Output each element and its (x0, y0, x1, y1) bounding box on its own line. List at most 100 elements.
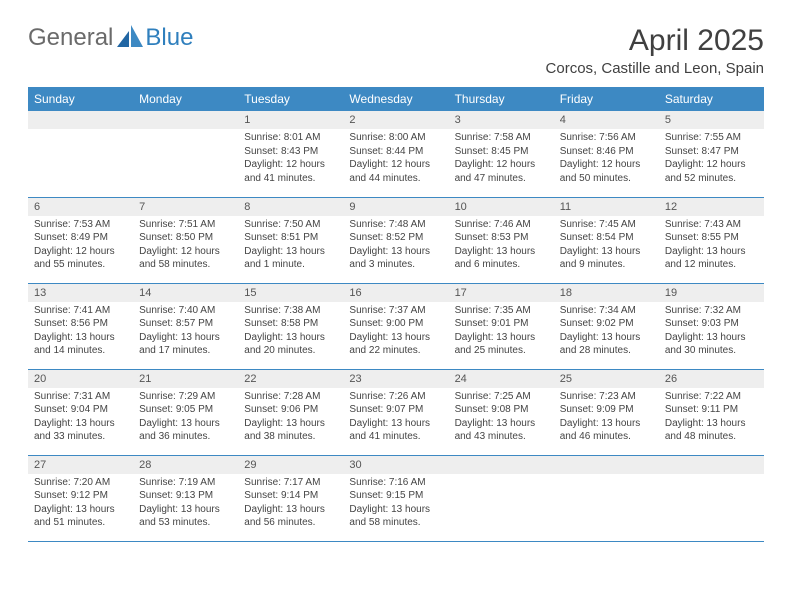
weekday-header: Thursday (449, 87, 554, 111)
calendar-cell: 15Sunrise: 7:38 AMSunset: 8:58 PMDayligh… (238, 283, 343, 369)
day-details: Sunrise: 7:51 AMSunset: 8:50 PMDaylight:… (133, 216, 238, 276)
day-number: 26 (659, 370, 764, 388)
sunrise-text: Sunrise: 8:01 AM (244, 131, 337, 145)
daylight-text: Daylight: 13 hours and 41 minutes. (349, 417, 442, 444)
daylight-text: Daylight: 13 hours and 53 minutes. (139, 503, 232, 530)
daylight-text: Daylight: 13 hours and 25 minutes. (455, 331, 548, 358)
calendar-cell: 16Sunrise: 7:37 AMSunset: 9:00 PMDayligh… (343, 283, 448, 369)
day-number: 21 (133, 370, 238, 388)
calendar-cell: 26Sunrise: 7:22 AMSunset: 9:11 PMDayligh… (659, 369, 764, 455)
sunset-text: Sunset: 8:56 PM (34, 317, 127, 331)
daylight-text: Daylight: 12 hours and 58 minutes. (139, 245, 232, 272)
day-number: 25 (554, 370, 659, 388)
day-details: Sunrise: 7:22 AMSunset: 9:11 PMDaylight:… (659, 388, 764, 448)
sunrise-text: Sunrise: 7:56 AM (560, 131, 653, 145)
daylight-text: Daylight: 12 hours and 50 minutes. (560, 158, 653, 185)
sunset-text: Sunset: 9:03 PM (665, 317, 758, 331)
sunset-text: Sunset: 9:01 PM (455, 317, 548, 331)
sunset-text: Sunset: 9:13 PM (139, 489, 232, 503)
sunset-text: Sunset: 8:49 PM (34, 231, 127, 245)
day-details: Sunrise: 7:46 AMSunset: 8:53 PMDaylight:… (449, 216, 554, 276)
sunset-text: Sunset: 8:46 PM (560, 145, 653, 159)
sunset-text: Sunset: 9:02 PM (560, 317, 653, 331)
sunrise-text: Sunrise: 7:32 AM (665, 304, 758, 318)
calendar-cell: 29Sunrise: 7:17 AMSunset: 9:14 PMDayligh… (238, 455, 343, 541)
sunrise-text: Sunrise: 7:50 AM (244, 218, 337, 232)
sunset-text: Sunset: 8:52 PM (349, 231, 442, 245)
daylight-text: Daylight: 12 hours and 55 minutes. (34, 245, 127, 272)
day-details: Sunrise: 7:31 AMSunset: 9:04 PMDaylight:… (28, 388, 133, 448)
sunset-text: Sunset: 8:54 PM (560, 231, 653, 245)
sunset-text: Sunset: 8:53 PM (455, 231, 548, 245)
daylight-text: Daylight: 13 hours and 17 minutes. (139, 331, 232, 358)
sunset-text: Sunset: 9:12 PM (34, 489, 127, 503)
calendar-table: SundayMondayTuesdayWednesdayThursdayFrid… (28, 87, 764, 542)
sunrise-text: Sunrise: 7:40 AM (139, 304, 232, 318)
calendar-cell: 18Sunrise: 7:34 AMSunset: 9:02 PMDayligh… (554, 283, 659, 369)
calendar-cell: 24Sunrise: 7:25 AMSunset: 9:08 PMDayligh… (449, 369, 554, 455)
sunset-text: Sunset: 9:09 PM (560, 403, 653, 417)
daylight-text: Daylight: 13 hours and 33 minutes. (34, 417, 127, 444)
daylight-text: Daylight: 13 hours and 56 minutes. (244, 503, 337, 530)
calendar-cell: 30Sunrise: 7:16 AMSunset: 9:15 PMDayligh… (343, 455, 448, 541)
calendar-cell: 17Sunrise: 7:35 AMSunset: 9:01 PMDayligh… (449, 283, 554, 369)
sunrise-text: Sunrise: 7:29 AM (139, 390, 232, 404)
day-number: 16 (343, 284, 448, 302)
calendar-cell: 9Sunrise: 7:48 AMSunset: 8:52 PMDaylight… (343, 197, 448, 283)
day-details: Sunrise: 7:37 AMSunset: 9:00 PMDaylight:… (343, 302, 448, 362)
day-number: 29 (238, 456, 343, 474)
sunrise-text: Sunrise: 7:43 AM (665, 218, 758, 232)
calendar-cell: 13Sunrise: 7:41 AMSunset: 8:56 PMDayligh… (28, 283, 133, 369)
calendar-cell: 12 Sunrise: 7:43 AMSunset: 8:55 PMDayligh… (659, 197, 764, 283)
day-details: Sunrise: 7:41 AMSunset: 8:56 PMDaylight:… (28, 302, 133, 362)
day-number: 12 (659, 198, 764, 216)
day-details: Sunrise: 7:32 AMSunset: 9:03 PMDaylight:… (659, 302, 764, 362)
day-number: 22 (238, 370, 343, 388)
day-number (554, 456, 659, 474)
sunset-text: Sunset: 9:15 PM (349, 489, 442, 503)
day-number (28, 111, 133, 129)
daylight-text: Daylight: 13 hours and 12 minutes. (665, 245, 758, 272)
daylight-text: Daylight: 13 hours and 51 minutes. (34, 503, 127, 530)
sunrise-text: Sunrise: 7:58 AM (455, 131, 548, 145)
day-number: 23 (343, 370, 448, 388)
daylight-text: Daylight: 13 hours and 48 minutes. (665, 417, 758, 444)
daylight-text: Daylight: 13 hours and 1 minute. (244, 245, 337, 272)
day-number: 3 (449, 111, 554, 129)
daylight-text: Daylight: 13 hours and 46 minutes. (560, 417, 653, 444)
day-details: Sunrise: 7:23 AMSunset: 9:09 PMDaylight:… (554, 388, 659, 448)
day-number: 9 (343, 198, 448, 216)
calendar-cell (133, 111, 238, 197)
day-details: Sunrise: 7:29 AMSunset: 9:05 PMDaylight:… (133, 388, 238, 448)
sunrise-text: Sunrise: 7:22 AM (665, 390, 758, 404)
day-number: 18 (554, 284, 659, 302)
day-number: 17 (449, 284, 554, 302)
sunset-text: Sunset: 8:50 PM (139, 231, 232, 245)
logo-sail-icon (117, 25, 143, 52)
sunset-text: Sunset: 8:55 PM (665, 231, 758, 245)
weekday-header: Monday (133, 87, 238, 111)
sunset-text: Sunset: 9:00 PM (349, 317, 442, 331)
day-number: 27 (28, 456, 133, 474)
day-details: Sunrise: 7:19 AMSunset: 9:13 PMDaylight:… (133, 474, 238, 534)
calendar-cell: 27Sunrise: 7:20 AMSunset: 9:12 PMDayligh… (28, 455, 133, 541)
sunrise-text: Sunrise: 7:46 AM (455, 218, 548, 232)
calendar-cell: 28Sunrise: 7:19 AMSunset: 9:13 PMDayligh… (133, 455, 238, 541)
day-number: 7 (133, 198, 238, 216)
calendar-week-row: 1Sunrise: 8:01 AMSunset: 8:43 PMDaylight… (28, 111, 764, 197)
day-number: 15 (238, 284, 343, 302)
day-details: Sunrise: 7:35 AMSunset: 9:01 PMDaylight:… (449, 302, 554, 362)
weekday-header: Tuesday (238, 87, 343, 111)
daylight-text: Daylight: 13 hours and 36 minutes. (139, 417, 232, 444)
calendar-cell: 25Sunrise: 7:23 AMSunset: 9:09 PMDayligh… (554, 369, 659, 455)
sunset-text: Sunset: 8:58 PM (244, 317, 337, 331)
day-details: Sunrise: 7:50 AMSunset: 8:51 PMDaylight:… (238, 216, 343, 276)
day-details: Sunrise: 7:58 AMSunset: 8:45 PMDaylight:… (449, 129, 554, 189)
calendar-week-row: 20Sunrise: 7:31 AMSunset: 9:04 PMDayligh… (28, 369, 764, 455)
daylight-text: Daylight: 13 hours and 38 minutes. (244, 417, 337, 444)
day-details: Sunrise: 7:56 AMSunset: 8:46 PMDaylight:… (554, 129, 659, 189)
day-details: Sunrise: 7:34 AMSunset: 9:02 PMDaylight:… (554, 302, 659, 362)
calendar-cell: 1Sunrise: 8:01 AMSunset: 8:43 PMDaylight… (238, 111, 343, 197)
sunrise-text: Sunrise: 7:37 AM (349, 304, 442, 318)
day-details: Sunrise: 7:53 AMSunset: 8:49 PMDaylight:… (28, 216, 133, 276)
